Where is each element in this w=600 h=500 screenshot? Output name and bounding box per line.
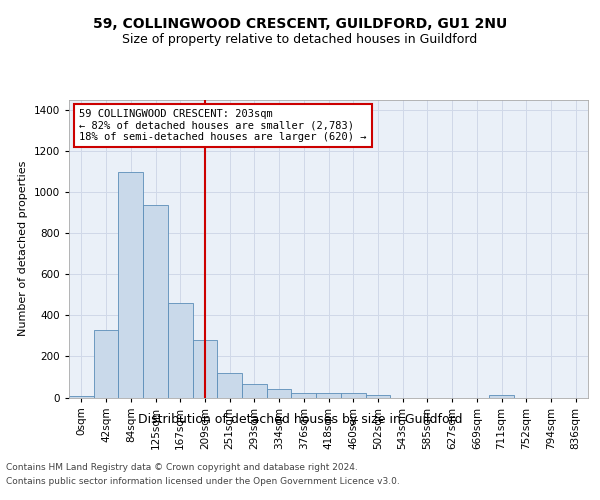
Bar — [118, 172, 143, 398]
Bar — [292, 394, 316, 398]
Bar — [267, 390, 292, 398]
Text: Contains public sector information licensed under the Open Government Licence v3: Contains public sector information licen… — [6, 477, 400, 486]
Y-axis label: Number of detached properties: Number of detached properties — [18, 161, 28, 336]
Text: Size of property relative to detached houses in Guildford: Size of property relative to detached ho… — [122, 32, 478, 46]
Bar — [316, 394, 341, 398]
Bar — [217, 373, 242, 398]
Bar — [168, 303, 193, 398]
Bar — [94, 330, 118, 398]
Text: 59 COLLINGWOOD CRESCENT: 203sqm
← 82% of detached houses are smaller (2,783)
18%: 59 COLLINGWOOD CRESCENT: 203sqm ← 82% of… — [79, 109, 367, 142]
Bar — [193, 340, 217, 398]
Text: 59, COLLINGWOOD CRESCENT, GUILDFORD, GU1 2NU: 59, COLLINGWOOD CRESCENT, GUILDFORD, GU1… — [93, 18, 507, 32]
Text: Distribution of detached houses by size in Guildford: Distribution of detached houses by size … — [138, 412, 462, 426]
Bar — [143, 204, 168, 398]
Bar — [365, 396, 390, 398]
Text: Contains HM Land Registry data © Crown copyright and database right 2024.: Contains HM Land Registry data © Crown c… — [6, 464, 358, 472]
Bar — [341, 394, 365, 398]
Bar — [69, 396, 94, 398]
Bar — [242, 384, 267, 398]
Bar — [489, 396, 514, 398]
